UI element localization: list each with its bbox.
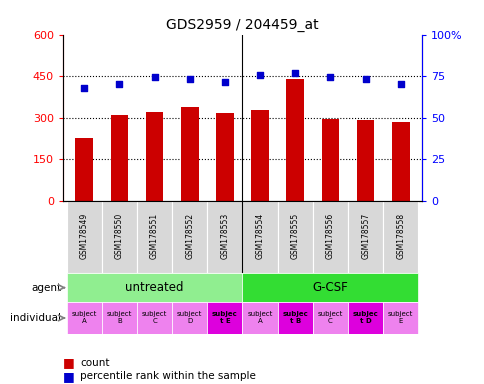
Bar	[251, 110, 268, 201]
Text: subject
C: subject C	[317, 311, 343, 324]
Bar	[110, 115, 128, 201]
Text: individual: individual	[10, 313, 61, 323]
Bar	[286, 79, 303, 201]
Bar	[356, 119, 374, 201]
Text: subject
A: subject A	[247, 311, 272, 324]
Title: GDS2959 / 204459_at: GDS2959 / 204459_at	[166, 18, 318, 32]
Text: subject
D: subject D	[177, 311, 202, 324]
Bar	[312, 302, 348, 334]
Bar	[348, 201, 382, 273]
Bar	[207, 201, 242, 273]
Bar	[277, 302, 312, 334]
Bar	[172, 302, 207, 334]
Text: GSM178552: GSM178552	[185, 212, 194, 258]
Point	[326, 74, 333, 80]
Bar	[66, 273, 242, 302]
Bar	[145, 112, 163, 201]
Bar	[312, 201, 348, 273]
Bar	[136, 302, 172, 334]
Point	[80, 84, 88, 91]
Text: GSM178550: GSM178550	[115, 212, 123, 259]
Text: G-CSF: G-CSF	[312, 281, 348, 294]
Text: agent: agent	[31, 283, 61, 293]
Text: subject
E: subject E	[387, 311, 413, 324]
Point	[221, 79, 228, 85]
Text: GSM178549: GSM178549	[79, 212, 89, 259]
Text: subjec
t E: subjec t E	[212, 311, 237, 324]
Text: GSM178554: GSM178554	[255, 212, 264, 259]
Point	[151, 74, 158, 80]
Bar	[216, 113, 233, 201]
Bar	[172, 201, 207, 273]
Bar	[242, 201, 277, 273]
Text: ■: ■	[63, 356, 75, 369]
Bar	[102, 302, 136, 334]
Text: GSM178556: GSM178556	[325, 212, 334, 259]
Bar	[382, 302, 418, 334]
Text: GSM178555: GSM178555	[290, 212, 299, 259]
Bar	[382, 201, 418, 273]
Bar	[277, 201, 312, 273]
Text: GSM178557: GSM178557	[361, 212, 369, 259]
Bar	[66, 201, 102, 273]
Point	[396, 81, 404, 87]
Text: GSM178553: GSM178553	[220, 212, 229, 259]
Bar	[242, 273, 418, 302]
Bar	[181, 106, 198, 201]
Bar	[242, 302, 277, 334]
Text: subject
B: subject B	[106, 311, 132, 324]
Bar	[207, 302, 242, 334]
Text: percentile rank within the sample: percentile rank within the sample	[80, 371, 256, 381]
Bar	[66, 302, 102, 334]
Text: count: count	[80, 358, 109, 368]
Text: subjec
t B: subjec t B	[282, 311, 307, 324]
Point	[361, 76, 369, 82]
Point	[185, 76, 193, 82]
Text: ■: ■	[63, 370, 75, 383]
Text: GSM178558: GSM178558	[395, 212, 405, 258]
Text: subjec
t D: subjec t D	[352, 311, 378, 324]
Bar	[348, 302, 382, 334]
Point	[115, 81, 123, 88]
Bar	[136, 201, 172, 273]
Point	[256, 72, 263, 78]
Point	[291, 70, 299, 76]
Bar	[75, 137, 93, 201]
Text: GSM178551: GSM178551	[150, 212, 159, 258]
Text: subject
A: subject A	[71, 311, 97, 324]
Text: subject
C: subject C	[141, 311, 167, 324]
Bar	[321, 119, 339, 201]
Text: untreated: untreated	[125, 281, 183, 294]
Bar	[391, 122, 409, 201]
Bar	[102, 201, 136, 273]
